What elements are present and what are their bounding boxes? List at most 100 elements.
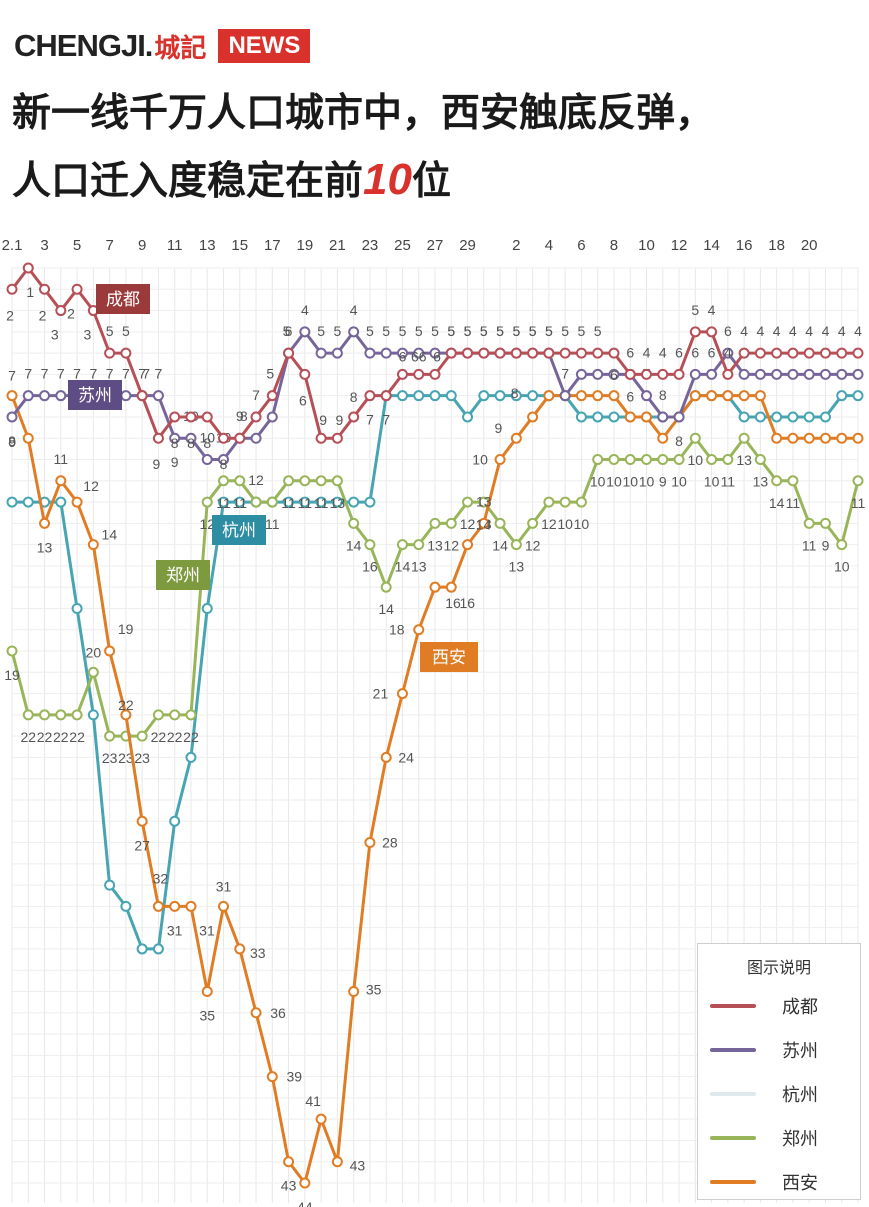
data-point xyxy=(234,475,246,487)
data-point xyxy=(738,347,750,359)
data-label: 14 xyxy=(492,537,508,553)
x-tick-label: 8 xyxy=(610,237,618,254)
data-label: 7 xyxy=(142,366,150,382)
title-highlight-number: 10 xyxy=(363,155,412,204)
x-tick-label: 4 xyxy=(545,237,553,254)
data-point xyxy=(478,517,490,529)
data-label: 6 xyxy=(399,348,407,364)
data-point xyxy=(787,411,799,423)
x-tick-label: 23 xyxy=(362,237,379,254)
data-point xyxy=(6,390,18,402)
data-label: 12 xyxy=(460,516,476,532)
data-point xyxy=(641,390,652,402)
data-point xyxy=(413,368,425,380)
data-label: 5 xyxy=(399,323,407,339)
data-point xyxy=(201,411,213,423)
data-point xyxy=(673,454,685,466)
data-label: 5 xyxy=(512,323,520,339)
data-label: 22 xyxy=(118,697,134,713)
data-point xyxy=(39,517,51,529)
data-point xyxy=(852,432,864,444)
data-label: 12 xyxy=(248,472,264,488)
data-point xyxy=(185,411,197,423)
data-point xyxy=(364,390,376,402)
data-point xyxy=(348,985,360,997)
x-tick-label: 10 xyxy=(638,237,655,254)
data-point xyxy=(836,390,848,402)
data-label: 9 xyxy=(153,456,161,472)
data-label: 12 xyxy=(83,478,99,494)
data-label: 23 xyxy=(134,750,150,766)
data-label: 5 xyxy=(382,323,390,339)
data-point xyxy=(657,454,669,466)
data-point xyxy=(592,390,604,402)
data-label: 11 xyxy=(298,495,313,511)
data-label: 7 xyxy=(24,366,32,382)
data-label: 16 xyxy=(459,595,475,611)
x-axis: 2.1 3 5 7 9 11 13 15 17 19 21 23 25 27 29 2 4 6 8 10 12 14 16 1… xyxy=(2,237,818,254)
data-label: 5 xyxy=(594,323,602,339)
data-point xyxy=(22,390,34,402)
data-label: 21 xyxy=(373,686,389,702)
data-point xyxy=(641,454,652,466)
data-label: 22 xyxy=(151,729,167,745)
data-point xyxy=(71,602,83,614)
data-point xyxy=(6,411,18,423)
legend-swatch xyxy=(710,1048,756,1052)
data-point xyxy=(819,411,831,423)
data-label: 11 xyxy=(786,495,801,511)
data-label: 11 xyxy=(216,495,231,511)
legend-title: 图示说明 xyxy=(746,958,811,977)
data-label: 5 xyxy=(480,323,488,339)
data-point xyxy=(494,454,506,466)
data-point xyxy=(152,900,164,912)
data-point xyxy=(331,496,343,508)
data-point xyxy=(575,368,587,380)
data-label: 4 xyxy=(708,302,716,318)
data-point xyxy=(462,539,474,551)
data-label: 7 xyxy=(89,366,97,382)
series-tag-bg xyxy=(420,642,478,672)
data-label: 5 xyxy=(283,323,291,339)
data-label: 9 xyxy=(494,420,502,436)
data-label: 7 xyxy=(106,366,114,382)
data-point xyxy=(543,496,555,508)
data-point xyxy=(445,347,457,359)
title-line-2-suffix: 位 xyxy=(411,159,451,204)
data-point xyxy=(71,283,83,295)
series-tag-label: 杭州 xyxy=(222,521,256,541)
data-label: 11 xyxy=(265,516,280,532)
data-point xyxy=(803,368,815,380)
data-point xyxy=(413,539,425,551)
data-point xyxy=(55,496,67,508)
data-point xyxy=(380,581,392,593)
data-point xyxy=(771,347,783,359)
data-point xyxy=(185,900,197,912)
data-label: 5 xyxy=(691,302,699,318)
data-point xyxy=(6,496,18,508)
data-point xyxy=(478,390,490,402)
data-point xyxy=(169,815,181,827)
data-point xyxy=(315,475,327,487)
data-label: 43 xyxy=(350,1158,366,1174)
data-point xyxy=(22,262,34,274)
data-point xyxy=(152,943,164,955)
data-point xyxy=(413,390,425,402)
data-point xyxy=(266,411,278,423)
data-label: 5 xyxy=(266,366,274,382)
data-point xyxy=(283,496,295,508)
data-label: 4 xyxy=(643,344,651,360)
data-label: 13 xyxy=(330,495,346,511)
data-point xyxy=(706,390,718,402)
data-label: 7 xyxy=(382,412,390,428)
data-point xyxy=(136,730,148,742)
data-label: 9 xyxy=(335,412,343,428)
data-point xyxy=(185,751,197,763)
data-point xyxy=(706,368,718,380)
data-point xyxy=(348,496,360,508)
data-label: 6 xyxy=(708,344,716,360)
data-label: 5 xyxy=(106,323,114,339)
series-tag: 苏州 xyxy=(68,380,122,410)
data-label: 2 xyxy=(39,307,47,323)
data-point xyxy=(624,368,636,380)
